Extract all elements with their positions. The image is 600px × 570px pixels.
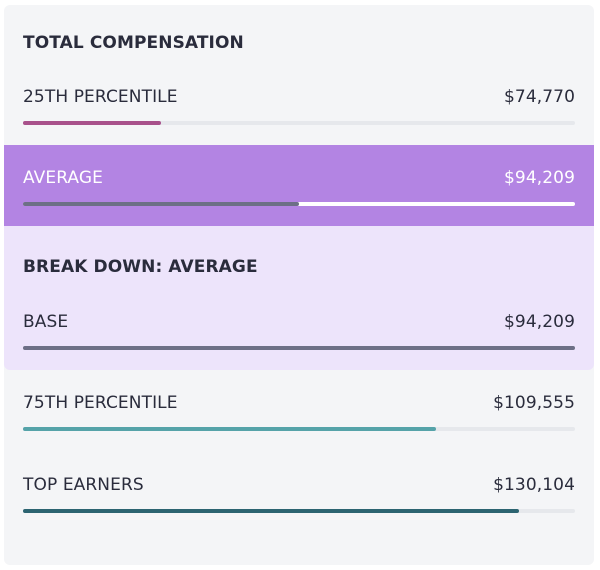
row-label: AVERAGE <box>23 168 103 188</box>
breakdown-panel: BREAK DOWN: AVERAGE BASE $94,209 <box>4 226 594 370</box>
progress-track <box>23 509 575 513</box>
row-label: TOP EARNERS <box>23 475 144 495</box>
row-value: $74,770 <box>504 87 575 107</box>
breakdown-label: BASE <box>23 312 69 332</box>
compensation-card: TOTAL COMPENSATION 25TH PERCENTILE $74,7… <box>4 5 594 565</box>
progress-fill <box>23 509 519 513</box>
progress-fill <box>23 427 436 431</box>
progress-track <box>23 346 575 350</box>
row-value: $130,104 <box>493 475 575 495</box>
row-label: 25TH PERCENTILE <box>23 87 178 107</box>
progress-fill <box>23 202 299 206</box>
row-value: $94,209 <box>504 168 575 188</box>
progress-track <box>23 121 575 125</box>
breakdown-value: $94,209 <box>504 312 575 332</box>
progress-fill <box>23 346 575 350</box>
row-average[interactable]: AVERAGE $94,209 <box>4 145 594 226</box>
breakdown-heading: BREAK DOWN: AVERAGE <box>23 257 258 277</box>
progress-track <box>23 427 575 431</box>
progress-fill <box>23 121 161 125</box>
row-value: $109,555 <box>493 393 575 413</box>
row-label: 75TH PERCENTILE <box>23 393 178 413</box>
card-title: TOTAL COMPENSATION <box>23 33 244 53</box>
progress-track <box>23 202 575 206</box>
